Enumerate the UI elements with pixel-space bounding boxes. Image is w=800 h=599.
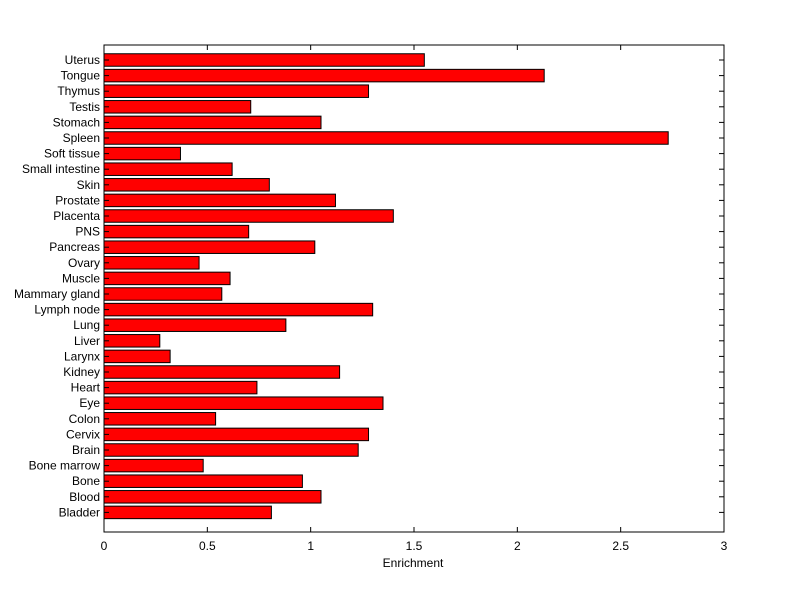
y-tick-label: Bone marrow <box>29 459 101 473</box>
y-tick-label: Pancreas <box>49 240 100 254</box>
bar <box>103 240 316 254</box>
x-tick-label: 1 <box>307 539 314 553</box>
bar <box>103 115 322 130</box>
bar <box>103 490 322 504</box>
y-tick-label: Heart <box>71 381 101 395</box>
y-tick-label: Spleen <box>63 131 100 145</box>
bar <box>103 256 200 270</box>
bar <box>103 131 669 145</box>
bar <box>103 84 370 98</box>
bar <box>103 396 384 410</box>
bar <box>103 287 223 301</box>
y-tick-label: Larynx <box>64 349 100 363</box>
bar <box>103 271 231 286</box>
bar <box>103 68 545 83</box>
y-tick-label: Soft tissue <box>44 147 100 161</box>
y-tick-label: Thymus <box>57 84 100 98</box>
bar <box>103 193 336 208</box>
bar <box>103 146 181 161</box>
bar <box>103 318 287 332</box>
y-tick-label: Bone <box>72 474 100 488</box>
bar <box>103 349 171 364</box>
bar <box>103 302 374 317</box>
y-tick-label: Prostate <box>55 193 100 207</box>
y-tick-label: Blood <box>69 490 100 504</box>
y-tick-label: Uterus <box>65 53 100 67</box>
y-tick-label: Bladder <box>59 505 100 519</box>
y-tick-label: Muscle <box>62 271 100 285</box>
x-tick-label: 2.5 <box>612 539 629 553</box>
y-tick-label: Testis <box>69 100 100 114</box>
bar <box>103 427 370 442</box>
x-tick-label: 1.5 <box>406 539 423 553</box>
y-tick-label: Ovary <box>68 256 100 270</box>
y-tick-label: Lymph node <box>34 303 100 317</box>
x-tick-label: 0.5 <box>199 539 216 553</box>
bar <box>103 412 217 426</box>
y-tick-label: Tongue <box>61 69 101 83</box>
y-tick-label: Liver <box>74 334 100 348</box>
bar <box>103 178 270 192</box>
bar <box>103 224 250 239</box>
y-tick-label: Lung <box>73 318 100 332</box>
bar <box>103 162 233 176</box>
bar <box>103 443 359 457</box>
bar <box>103 334 161 348</box>
y-tick-label: Colon <box>69 412 100 426</box>
bar <box>103 365 341 379</box>
bar <box>103 53 425 67</box>
y-tick-label: Eye <box>79 396 100 410</box>
bar <box>103 380 258 395</box>
x-tick-label: 0 <box>101 539 108 553</box>
bar <box>103 209 394 223</box>
y-tick-label: Mammary gland <box>14 287 100 301</box>
y-tick-label: Kidney <box>63 365 100 379</box>
bar <box>103 505 272 520</box>
plot-frame <box>103 44 725 533</box>
x-axis-title: Enrichment <box>383 556 444 570</box>
x-ticks-group: 0 0.5 1 1.5 2 2.5 3 <box>101 45 728 553</box>
bar <box>103 474 303 488</box>
y-tick-label: Stomach <box>53 115 100 129</box>
bar <box>103 458 204 473</box>
x-tick-label: 3 <box>721 539 728 553</box>
y-tick-label: Skin <box>77 178 100 192</box>
y-tick-label: Placenta <box>53 209 100 223</box>
y-tick-label: Brain <box>72 443 100 457</box>
x-tick-label: 2 <box>514 539 521 553</box>
y-tick-label: PNS <box>75 225 100 239</box>
y-tick-label: Cervix <box>66 427 100 441</box>
y-tick-label: Small intestine <box>22 162 100 176</box>
bar <box>103 100 252 114</box>
